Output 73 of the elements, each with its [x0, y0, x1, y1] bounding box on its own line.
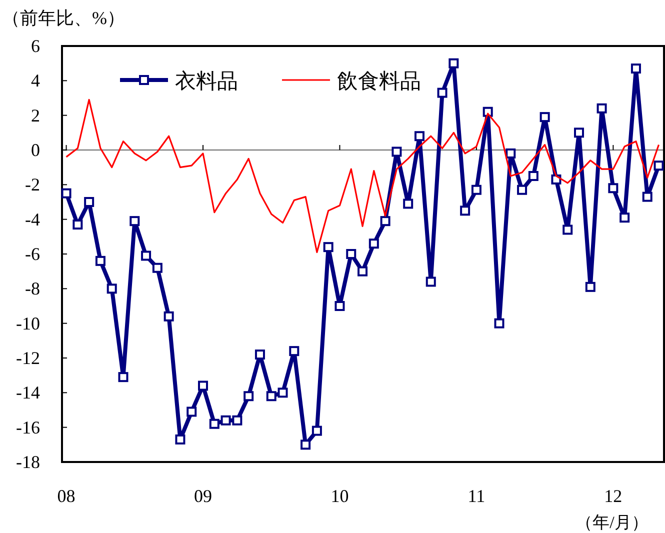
y-tick-label: -10: [16, 313, 40, 334]
y-tick-label: -14: [16, 382, 40, 403]
point: [596, 103, 607, 114]
point: [358, 266, 368, 276]
x-tick-label: 08: [57, 486, 76, 506]
point: [574, 128, 584, 138]
point: [403, 198, 414, 209]
point: [152, 262, 162, 273]
point: [620, 212, 630, 223]
point: [232, 415, 242, 426]
y-tick-label: -16: [16, 417, 40, 438]
point: [437, 88, 448, 98]
y-tick-label: -6: [25, 244, 40, 264]
point: [72, 220, 83, 230]
y-tick-label: 4: [31, 70, 40, 91]
point: [175, 434, 186, 444]
point: [608, 183, 618, 194]
point: [585, 282, 596, 292]
point: [426, 276, 436, 287]
point: [254, 350, 265, 360]
point: [506, 148, 516, 158]
y-tick-label: -2: [25, 174, 40, 195]
x-tick-label: 12: [604, 486, 622, 506]
point: [198, 380, 208, 391]
legend-label: 飲食料品: [337, 69, 421, 93]
point: [209, 418, 220, 429]
point: [118, 372, 128, 382]
point: [448, 58, 459, 68]
y-tick-label: -18: [16, 452, 40, 472]
point: [517, 184, 528, 195]
point: [278, 388, 288, 398]
legend-label: 衣料品: [175, 69, 238, 93]
point: [654, 160, 664, 171]
point: [141, 250, 152, 261]
point: [95, 256, 106, 266]
point: [164, 311, 174, 322]
point: [186, 406, 197, 417]
point: [630, 64, 641, 74]
point: [346, 249, 356, 259]
point: [334, 301, 345, 311]
point: [540, 112, 550, 122]
point: [61, 188, 72, 198]
point: [392, 146, 402, 157]
point: [220, 415, 231, 426]
point: [266, 391, 276, 402]
point: [300, 440, 311, 450]
point: [414, 131, 424, 142]
point: [562, 224, 573, 235]
y-tick-label: -12: [16, 348, 40, 368]
x-axis-title: （年/月）: [576, 513, 648, 532]
point: [289, 346, 300, 356]
point: [460, 206, 470, 216]
y-tick-label: 6: [31, 36, 40, 56]
point: [368, 238, 379, 249]
y-tick-label: -4: [25, 209, 40, 230]
point: [494, 318, 504, 328]
point: [471, 184, 482, 195]
point: [323, 242, 334, 252]
point: [244, 391, 254, 402]
x-tick-label: 11: [468, 486, 486, 506]
point: [528, 171, 538, 181]
point: [380, 216, 390, 226]
point: [312, 426, 322, 436]
y-axis-title: （前年比、%）: [2, 8, 125, 28]
y-tick-label: 0: [31, 140, 40, 160]
x-tick-label: 09: [194, 486, 212, 506]
point: [642, 192, 652, 202]
point: [106, 284, 117, 294]
point: [130, 216, 140, 226]
y-tick-label: -8: [25, 278, 40, 299]
x-tick-label: 10: [330, 486, 349, 506]
point: [84, 197, 94, 207]
y-tick-label: 2: [31, 105, 40, 126]
